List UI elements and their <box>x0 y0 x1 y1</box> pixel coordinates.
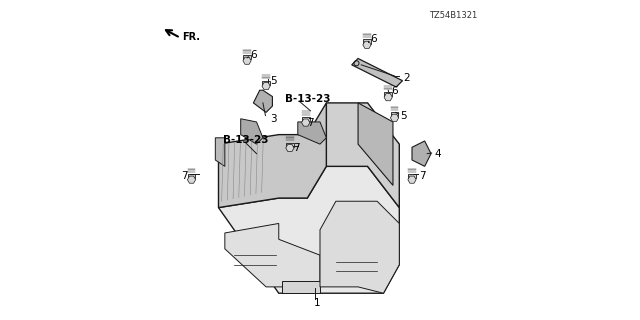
Polygon shape <box>253 90 273 112</box>
Text: 5: 5 <box>270 76 276 86</box>
Text: 7: 7 <box>307 117 314 128</box>
Polygon shape <box>241 119 263 144</box>
Polygon shape <box>326 103 399 208</box>
Polygon shape <box>412 141 431 166</box>
Polygon shape <box>390 114 399 121</box>
Bar <box>286 142 294 147</box>
Bar <box>262 81 270 85</box>
Polygon shape <box>285 144 294 151</box>
Polygon shape <box>215 138 225 166</box>
Bar <box>188 174 195 178</box>
Polygon shape <box>384 94 392 101</box>
Text: 4: 4 <box>435 149 442 159</box>
Polygon shape <box>225 223 320 287</box>
Text: 3: 3 <box>270 114 276 124</box>
Bar <box>385 92 392 96</box>
Text: 7: 7 <box>293 143 300 153</box>
Text: TZ54B1321: TZ54B1321 <box>429 11 477 20</box>
Text: B-13-23: B-13-23 <box>223 135 269 145</box>
Polygon shape <box>298 122 326 144</box>
Text: FR.: FR. <box>182 32 200 42</box>
Text: 1: 1 <box>314 298 320 308</box>
Polygon shape <box>408 176 416 183</box>
Text: 5: 5 <box>400 111 406 121</box>
Polygon shape <box>262 83 270 90</box>
Text: 6: 6 <box>250 50 257 60</box>
Bar <box>391 112 398 116</box>
Polygon shape <box>358 103 393 185</box>
Text: 6: 6 <box>370 34 377 44</box>
Bar <box>363 39 371 44</box>
Polygon shape <box>218 103 326 208</box>
Bar <box>243 55 251 60</box>
Polygon shape <box>282 281 320 293</box>
Text: 2: 2 <box>403 73 410 83</box>
Polygon shape <box>320 201 399 293</box>
Text: 7: 7 <box>419 171 426 181</box>
Bar <box>408 174 416 178</box>
Text: B-13-23: B-13-23 <box>285 94 331 104</box>
Polygon shape <box>188 176 196 183</box>
Bar <box>302 117 310 121</box>
Polygon shape <box>301 119 310 126</box>
Text: 7: 7 <box>181 171 188 181</box>
Polygon shape <box>352 59 403 87</box>
Polygon shape <box>218 166 399 293</box>
Polygon shape <box>243 57 251 64</box>
Text: 6: 6 <box>392 86 398 96</box>
Polygon shape <box>363 41 371 48</box>
